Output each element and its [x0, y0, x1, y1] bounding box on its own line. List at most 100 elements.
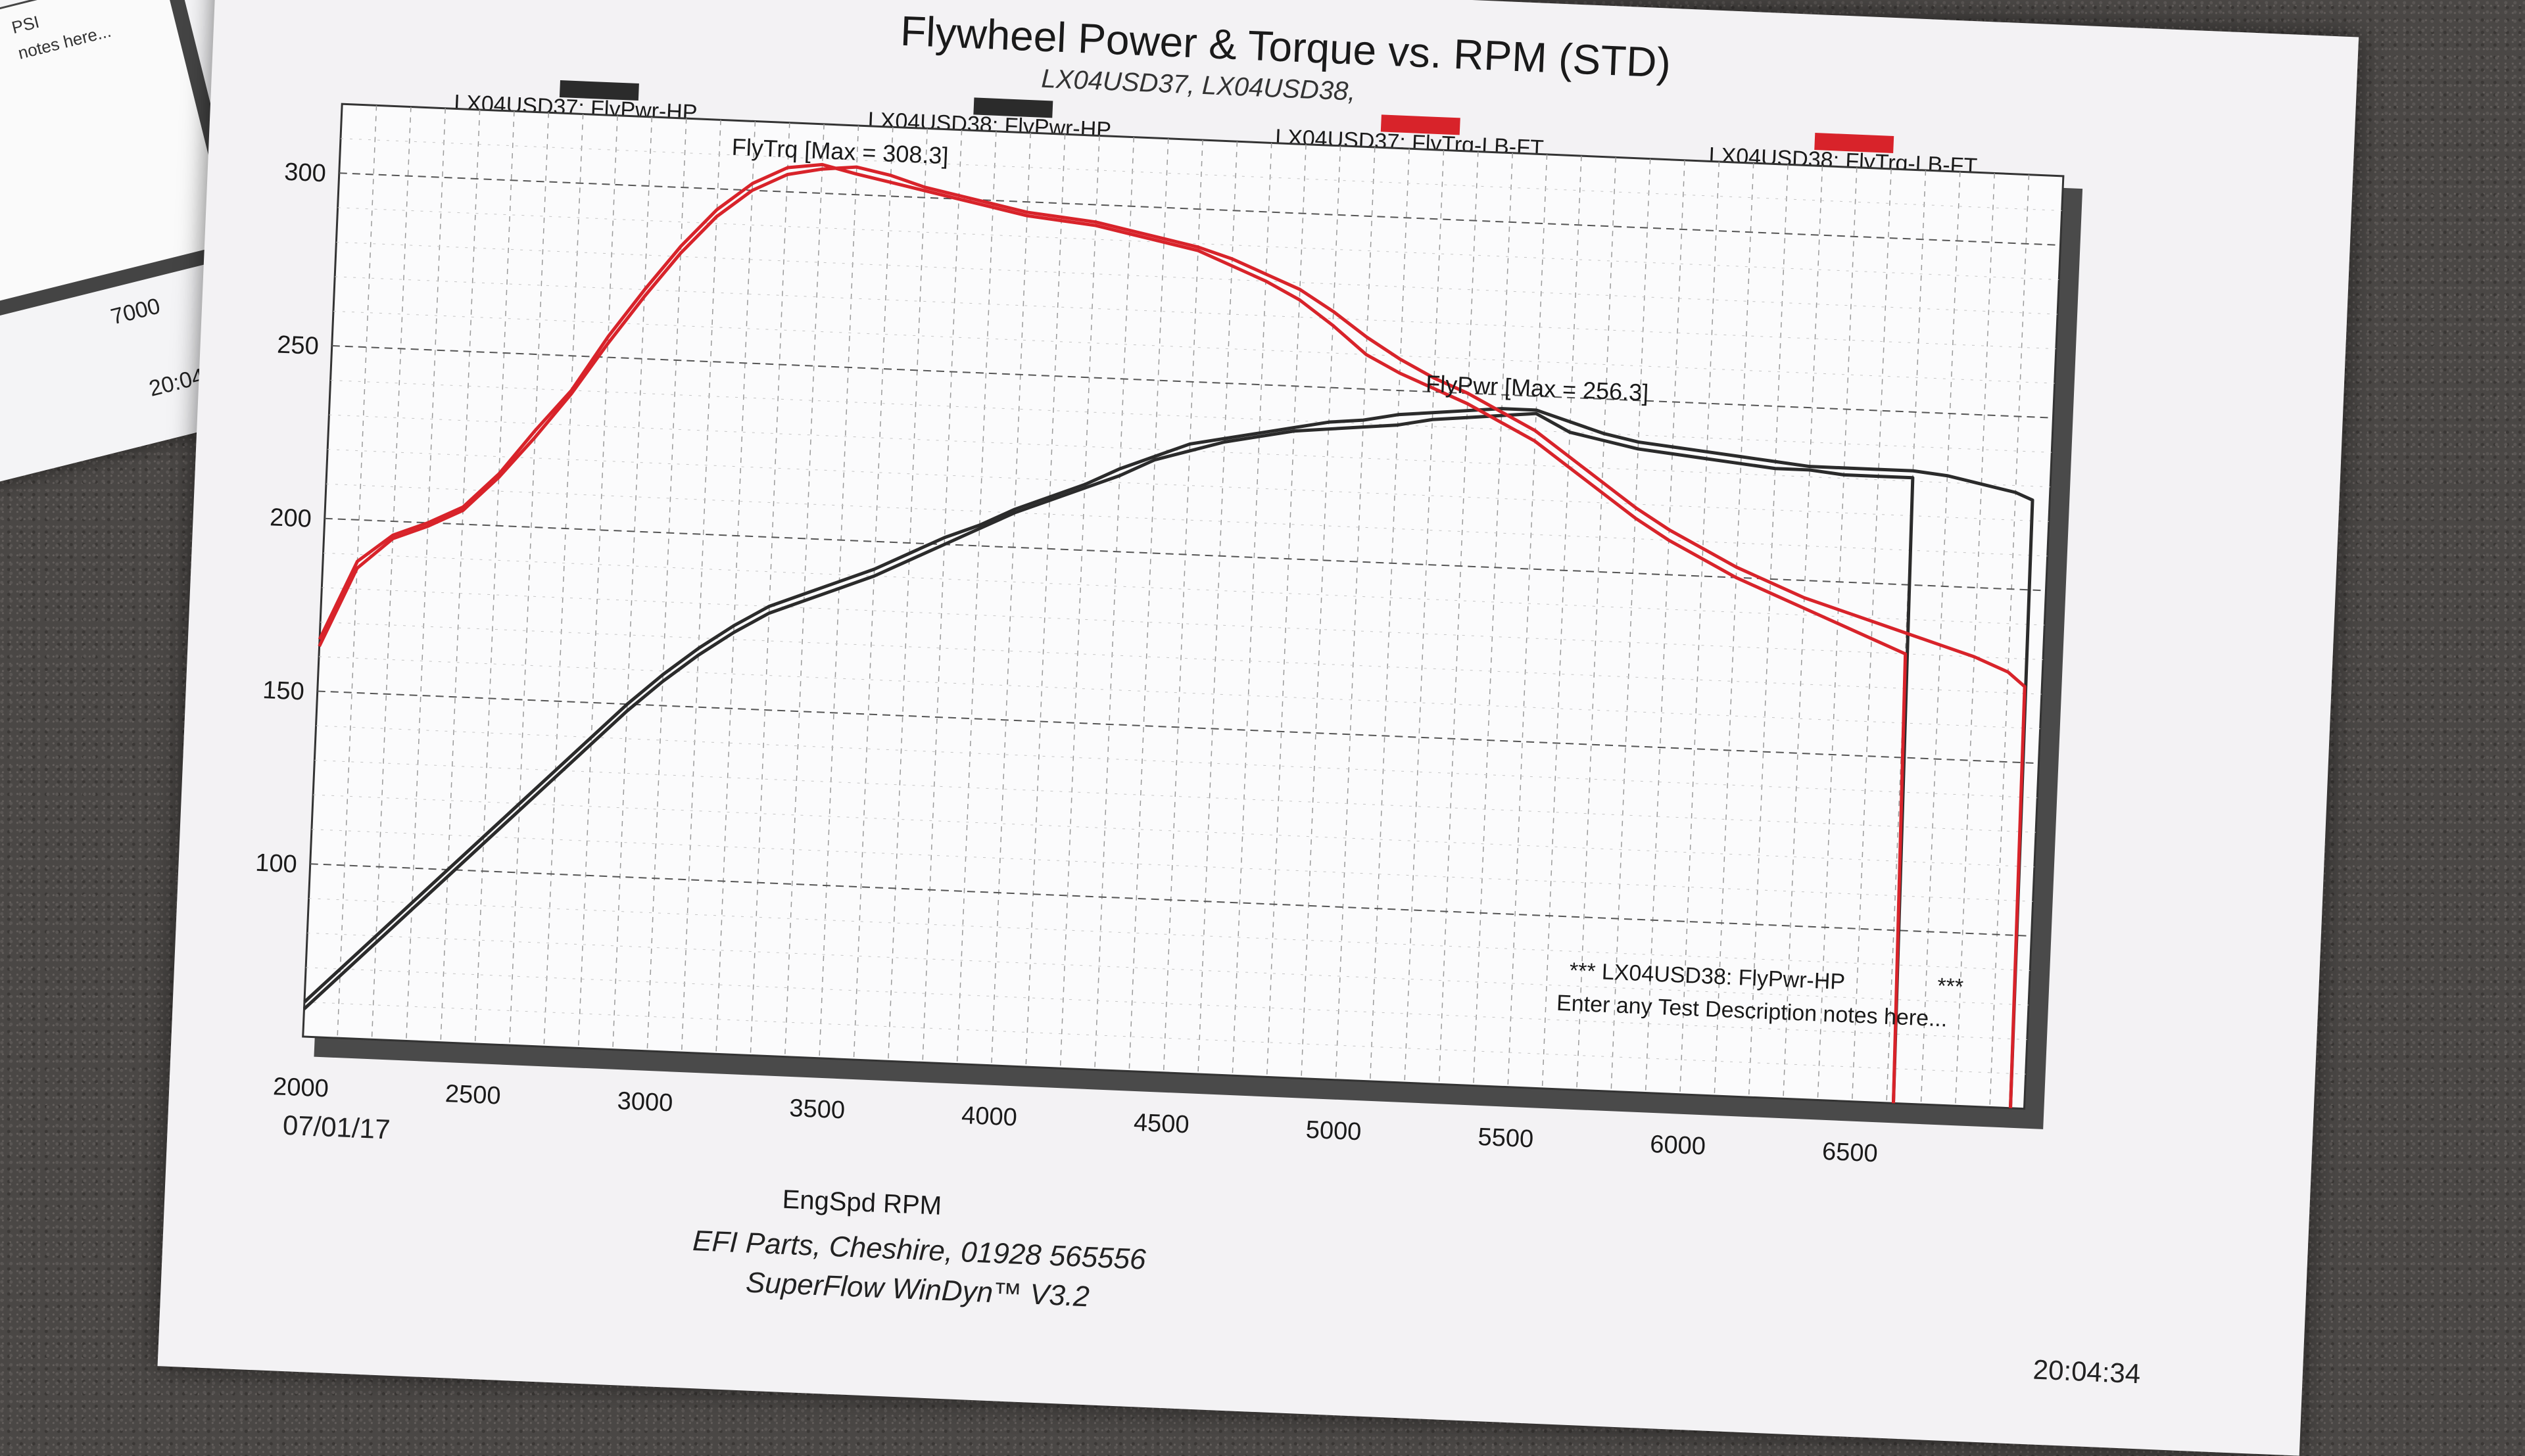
x-gridline — [1404, 150, 1445, 1083]
x-tick-label: 6500 — [1821, 1138, 1878, 1168]
y-tick-label: 250 — [276, 331, 319, 361]
dyno-chart: Flywheel Power & Torque vs. RPM (STD) LX… — [254, 7, 2141, 1390]
x-gridline — [1714, 163, 1754, 1096]
y-minor-gridline — [327, 449, 2049, 522]
y-minor-gridline — [311, 829, 2033, 902]
x-tick-label: 3000 — [617, 1087, 673, 1117]
y-minor-gridline — [316, 725, 2038, 799]
x-gridline — [1954, 173, 1995, 1106]
y-minor-gridline — [320, 621, 2042, 695]
x-gridline — [474, 111, 515, 1044]
x-gridline — [1232, 143, 1272, 1076]
series-line-4 — [318, 165, 2027, 1108]
x-gridline — [1783, 166, 1823, 1099]
x-tick-label: 2000 — [272, 1073, 329, 1103]
x-gridline — [1748, 164, 1789, 1098]
y-minor-gridline — [304, 1001, 2026, 1075]
x-gridline — [509, 112, 550, 1046]
x-gridline — [1679, 161, 1720, 1094]
y-minor-gridline — [307, 932, 2029, 1006]
x-gridline — [1335, 147, 1376, 1080]
x-gridline — [371, 106, 412, 1040]
y-gridline — [331, 344, 2054, 419]
y-gridline — [339, 172, 2061, 246]
x-tick-label: 5000 — [1305, 1116, 1362, 1146]
x-gridline — [1094, 137, 1135, 1070]
y-minor-gridline — [322, 587, 2044, 661]
y-tick-label: 150 — [262, 676, 304, 706]
x-tick-label: 5500 — [1478, 1123, 1534, 1154]
y-tick-label: 300 — [283, 158, 326, 188]
x-gridline — [1438, 151, 1479, 1085]
x-gridline — [543, 114, 584, 1047]
y-minor-gridline — [336, 241, 2058, 315]
x-gridline — [1610, 158, 1651, 1092]
x-gridline — [1541, 156, 1582, 1089]
legend-swatch-2 — [973, 97, 1053, 118]
x-tick-label: 6000 — [1650, 1131, 1706, 1161]
x-gridline — [715, 121, 756, 1054]
x-tick-label: 2500 — [445, 1080, 501, 1110]
x-gridline — [406, 108, 446, 1041]
x-gridline — [1473, 153, 1513, 1086]
x-gridline — [1128, 138, 1169, 1071]
y-minor-gridline — [323, 552, 2045, 626]
x-gridline — [956, 131, 997, 1064]
x-tick-label: 4500 — [1133, 1109, 1190, 1139]
x-gridline — [1369, 149, 1410, 1081]
y-minor-gridline — [308, 898, 2031, 971]
series-line-1 — [302, 411, 1915, 1104]
x-gridline — [991, 133, 1032, 1066]
series-line-2 — [303, 407, 2034, 1108]
y-minor-gridline — [340, 138, 2062, 211]
y-minor-gridline — [337, 207, 2059, 281]
x-gridline — [784, 124, 825, 1057]
x-gridline — [577, 115, 618, 1048]
y-gridline — [310, 863, 2032, 937]
dyno-printout-sheet: Flywheel Power & Torque vs. RPM (STD) LX… — [157, 0, 2359, 1456]
x-gridline — [1163, 139, 1203, 1073]
y-minor-gridline — [314, 760, 2036, 833]
print-time: 20:04:34 — [2032, 1354, 2141, 1390]
y-minor-gridline — [313, 794, 2034, 868]
x-gridline — [681, 120, 721, 1053]
x-gridline — [1920, 172, 1961, 1105]
x-gridline — [1266, 144, 1307, 1077]
series-line-3 — [318, 162, 1908, 1104]
x-gridline — [853, 127, 894, 1060]
y-axis-ticks: 100 150 200 250 300 — [254, 158, 326, 879]
x-gridline — [1025, 134, 1066, 1068]
legend-swatch-3 — [1380, 114, 1460, 135]
x-gridline — [1645, 160, 1685, 1093]
x-gridline — [646, 118, 687, 1051]
x-gridline — [750, 122, 790, 1056]
x-gridline — [1576, 157, 1617, 1091]
x-gridline — [922, 129, 963, 1063]
x-axis-ticks: 2000 2500 3000 3500 4000 4500 5000 5500 6000 6500 — [272, 1073, 1878, 1167]
y-tick-label: 200 — [269, 504, 312, 533]
footer-software: SuperFlow WinDyn™ V3.2 — [745, 1266, 1090, 1313]
test-notes-line-1-end: *** — [1936, 974, 1963, 1000]
print-date: 07/01/17 — [282, 1110, 391, 1145]
x-tick-label: 4000 — [961, 1102, 1017, 1132]
x-gridline — [819, 126, 859, 1058]
y-minor-gridline — [330, 380, 2052, 453]
x-gridline — [1507, 154, 1548, 1087]
plot-area — [302, 103, 2083, 1129]
y-minor-gridline — [335, 276, 2056, 350]
x-gridline — [1817, 167, 1858, 1100]
x-gridline — [1301, 145, 1341, 1079]
y-minor-gridline — [306, 967, 2027, 1041]
background-tick-label: 7000 — [108, 293, 163, 330]
x-gridline — [1197, 141, 1238, 1075]
legend-swatch-4 — [1814, 133, 1894, 154]
y-gridline — [317, 690, 2039, 764]
x-tick-label: 3500 — [789, 1094, 846, 1125]
x-gridline — [1059, 135, 1100, 1069]
x-gridline — [887, 128, 928, 1062]
x-gridline — [612, 116, 653, 1050]
y-minor-gridline — [329, 414, 2051, 488]
y-tick-label: 100 — [254, 849, 297, 879]
legend-swatch-1 — [559, 80, 639, 101]
y-minor-gridline — [318, 656, 2040, 730]
